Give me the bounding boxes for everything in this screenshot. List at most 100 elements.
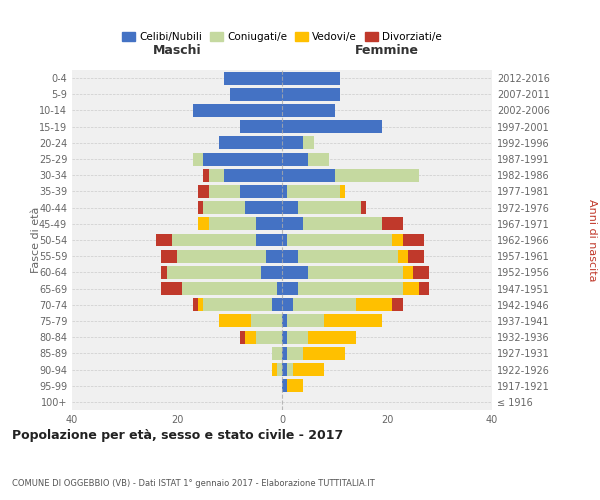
Bar bbox=[219, 136, 282, 149]
Bar bbox=[229, 88, 282, 101]
Y-axis label: Fasce di età: Fasce di età bbox=[31, 207, 41, 273]
Legend: Celibi/Nubili, Coniugati/e, Vedovi/e, Divorziati/e: Celibi/Nubili, Coniugati/e, Vedovi/e, Di… bbox=[118, 28, 446, 46]
Bar bbox=[161, 266, 167, 279]
Bar bbox=[203, 298, 271, 311]
Bar bbox=[282, 218, 303, 230]
Bar bbox=[287, 379, 303, 392]
Bar bbox=[403, 282, 419, 295]
Bar bbox=[282, 104, 335, 117]
Bar bbox=[282, 347, 287, 360]
Bar bbox=[408, 250, 424, 262]
Bar bbox=[303, 218, 382, 230]
Bar bbox=[282, 379, 287, 392]
Text: Maschi: Maschi bbox=[152, 44, 202, 57]
Bar bbox=[361, 201, 366, 214]
Bar bbox=[324, 314, 382, 328]
Bar bbox=[382, 218, 403, 230]
Bar bbox=[282, 234, 287, 246]
Bar bbox=[298, 250, 398, 262]
Bar bbox=[287, 185, 340, 198]
Bar bbox=[282, 120, 382, 133]
Bar bbox=[287, 314, 324, 328]
Bar bbox=[198, 185, 209, 198]
Bar bbox=[256, 218, 282, 230]
Bar bbox=[240, 330, 245, 344]
Bar bbox=[282, 363, 287, 376]
Bar bbox=[193, 104, 282, 117]
Bar bbox=[413, 266, 429, 279]
Bar bbox=[156, 234, 172, 246]
Bar bbox=[287, 234, 392, 246]
Bar bbox=[261, 266, 282, 279]
Bar bbox=[287, 347, 303, 360]
Bar bbox=[293, 363, 324, 376]
Text: Anni di nascita: Anni di nascita bbox=[587, 198, 597, 281]
Bar bbox=[277, 363, 282, 376]
Bar bbox=[282, 266, 308, 279]
Bar bbox=[256, 234, 282, 246]
Bar bbox=[403, 266, 413, 279]
Bar bbox=[240, 185, 282, 198]
Bar bbox=[340, 185, 345, 198]
Text: Popolazione per età, sesso e stato civile - 2017: Popolazione per età, sesso e stato civil… bbox=[12, 430, 343, 442]
Bar bbox=[308, 266, 403, 279]
Bar bbox=[172, 234, 256, 246]
Text: Femmine: Femmine bbox=[355, 44, 419, 57]
Bar bbox=[209, 185, 240, 198]
Bar bbox=[282, 152, 308, 166]
Bar bbox=[287, 330, 308, 344]
Bar bbox=[251, 314, 282, 328]
Bar bbox=[392, 234, 403, 246]
Bar bbox=[245, 330, 256, 344]
Bar bbox=[308, 330, 355, 344]
Bar bbox=[335, 169, 419, 181]
Bar bbox=[277, 282, 282, 295]
Bar bbox=[403, 234, 424, 246]
Bar bbox=[355, 298, 392, 311]
Bar bbox=[282, 169, 335, 181]
Bar bbox=[193, 298, 198, 311]
Bar bbox=[282, 88, 340, 101]
Bar bbox=[224, 72, 282, 85]
Bar bbox=[161, 282, 182, 295]
Bar bbox=[182, 282, 277, 295]
Bar bbox=[308, 152, 329, 166]
Bar bbox=[198, 298, 203, 311]
Bar bbox=[271, 347, 282, 360]
Bar bbox=[209, 169, 224, 181]
Bar bbox=[198, 218, 209, 230]
Bar bbox=[298, 201, 361, 214]
Bar bbox=[224, 169, 282, 181]
Bar bbox=[271, 298, 282, 311]
Bar bbox=[303, 347, 345, 360]
Bar bbox=[282, 136, 303, 149]
Bar bbox=[398, 250, 408, 262]
Bar bbox=[203, 152, 282, 166]
Bar bbox=[177, 250, 266, 262]
Bar bbox=[392, 298, 403, 311]
Bar bbox=[203, 201, 245, 214]
Bar bbox=[240, 120, 282, 133]
Bar bbox=[203, 169, 209, 181]
Bar bbox=[245, 201, 282, 214]
Bar bbox=[282, 330, 287, 344]
Bar bbox=[282, 314, 287, 328]
Bar bbox=[287, 363, 293, 376]
Bar bbox=[303, 136, 314, 149]
Bar bbox=[293, 298, 355, 311]
Bar bbox=[419, 282, 429, 295]
Text: COMUNE DI OGGEBBIO (VB) - Dati ISTAT 1° gennaio 2017 - Elaborazione TUTTITALIA.I: COMUNE DI OGGEBBIO (VB) - Dati ISTAT 1° … bbox=[12, 478, 375, 488]
Bar bbox=[167, 266, 261, 279]
Bar bbox=[282, 298, 293, 311]
Bar bbox=[282, 250, 298, 262]
Bar bbox=[298, 282, 403, 295]
Bar bbox=[282, 201, 298, 214]
Bar bbox=[282, 72, 340, 85]
Bar bbox=[282, 282, 298, 295]
Bar bbox=[198, 201, 203, 214]
Bar bbox=[256, 330, 282, 344]
Bar bbox=[193, 152, 203, 166]
Bar bbox=[282, 185, 287, 198]
Bar bbox=[271, 363, 277, 376]
Bar bbox=[266, 250, 282, 262]
